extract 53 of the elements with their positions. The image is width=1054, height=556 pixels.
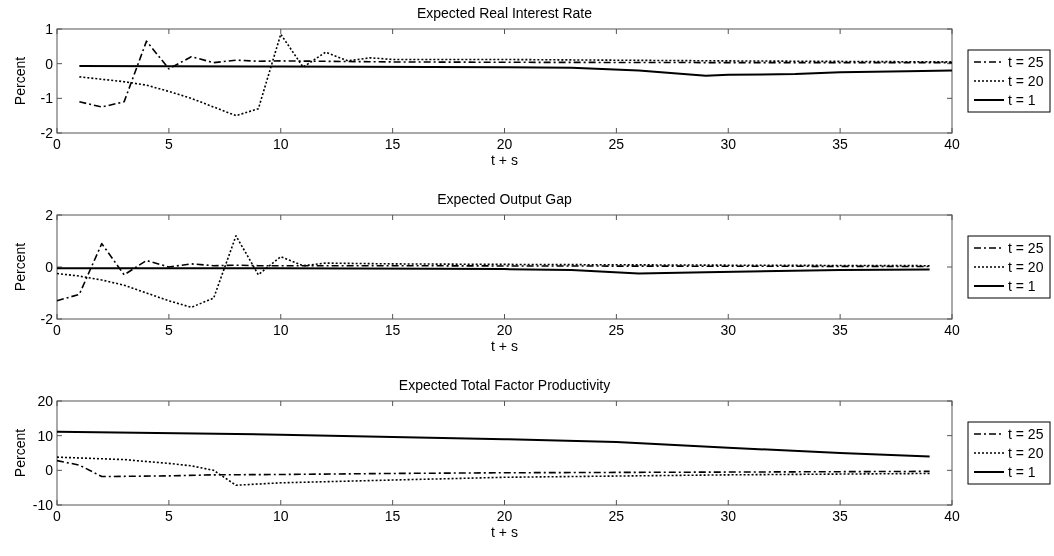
x-tick-label: 40	[944, 508, 960, 524]
x-tick-label: 30	[720, 136, 737, 152]
chart-title: Expected Output Gap	[437, 191, 573, 207]
y-tick-label: -10	[32, 497, 54, 513]
legend-label: t = 1	[1008, 92, 1036, 108]
x-axis-title: t + s	[491, 338, 518, 354]
y-tick-label: 0	[45, 462, 54, 479]
x-tick-label: 20	[496, 508, 513, 524]
chart-title: Expected Total Factor Productivity	[398, 377, 611, 393]
x-tick-label: 30	[720, 508, 737, 524]
legend-label: t = 20	[1008, 445, 1044, 461]
y-tick-label: -2	[40, 311, 54, 327]
x-axis-title: t + s	[491, 152, 518, 168]
x-tick-label: 15	[384, 136, 401, 152]
x-tick-label: 35	[832, 508, 849, 524]
x-tick-label: 40	[944, 322, 960, 338]
x-tick-label: 20	[496, 322, 513, 338]
y-tick-label: -1	[40, 90, 54, 107]
y-axis-title: Percent	[12, 242, 28, 292]
x-tick-label: 35	[832, 136, 849, 152]
y-axis-title: Percent	[12, 56, 28, 106]
y-tick-label: -2	[40, 125, 54, 141]
x-axis-title: t + s	[491, 524, 518, 540]
x-tick-label: 10	[272, 508, 289, 524]
legend-label: t = 20	[1008, 73, 1044, 89]
x-tick-label: 25	[608, 136, 625, 152]
x-tick-label: 15	[384, 508, 401, 524]
legend-label: t = 25	[1008, 240, 1044, 256]
x-tick-label: 15	[384, 322, 401, 338]
chart-title: Expected Real Interest Rate	[416, 5, 593, 21]
x-tick-label: 25	[608, 322, 625, 338]
legend-label: t = 1	[1008, 278, 1036, 294]
x-tick-label: 25	[608, 508, 625, 524]
legend-label: t = 25	[1008, 426, 1044, 442]
x-tick-label: 20	[496, 136, 513, 152]
x-tick-label: 5	[164, 136, 173, 152]
y-tick-label: 20	[37, 393, 54, 409]
y-tick-label: 0	[45, 259, 54, 275]
legend-label: t = 25	[1008, 54, 1044, 70]
legend-label: t = 1	[1008, 464, 1036, 480]
y-tick-label: 0	[45, 55, 54, 72]
y-axis-title: Percent	[12, 428, 28, 478]
x-tick-label: 10	[272, 322, 289, 338]
x-tick-label: 5	[164, 508, 173, 524]
legend-label: t = 20	[1008, 259, 1044, 275]
x-tick-label: 30	[720, 322, 737, 338]
y-tick-label: 2	[45, 207, 54, 223]
x-tick-label: 10	[272, 136, 289, 152]
x-tick-label: 35	[832, 322, 849, 338]
y-tick-label: 10	[37, 427, 54, 444]
x-tick-label: 40	[944, 136, 960, 152]
y-tick-label: 1	[45, 21, 54, 37]
x-tick-label: 5	[164, 322, 173, 338]
